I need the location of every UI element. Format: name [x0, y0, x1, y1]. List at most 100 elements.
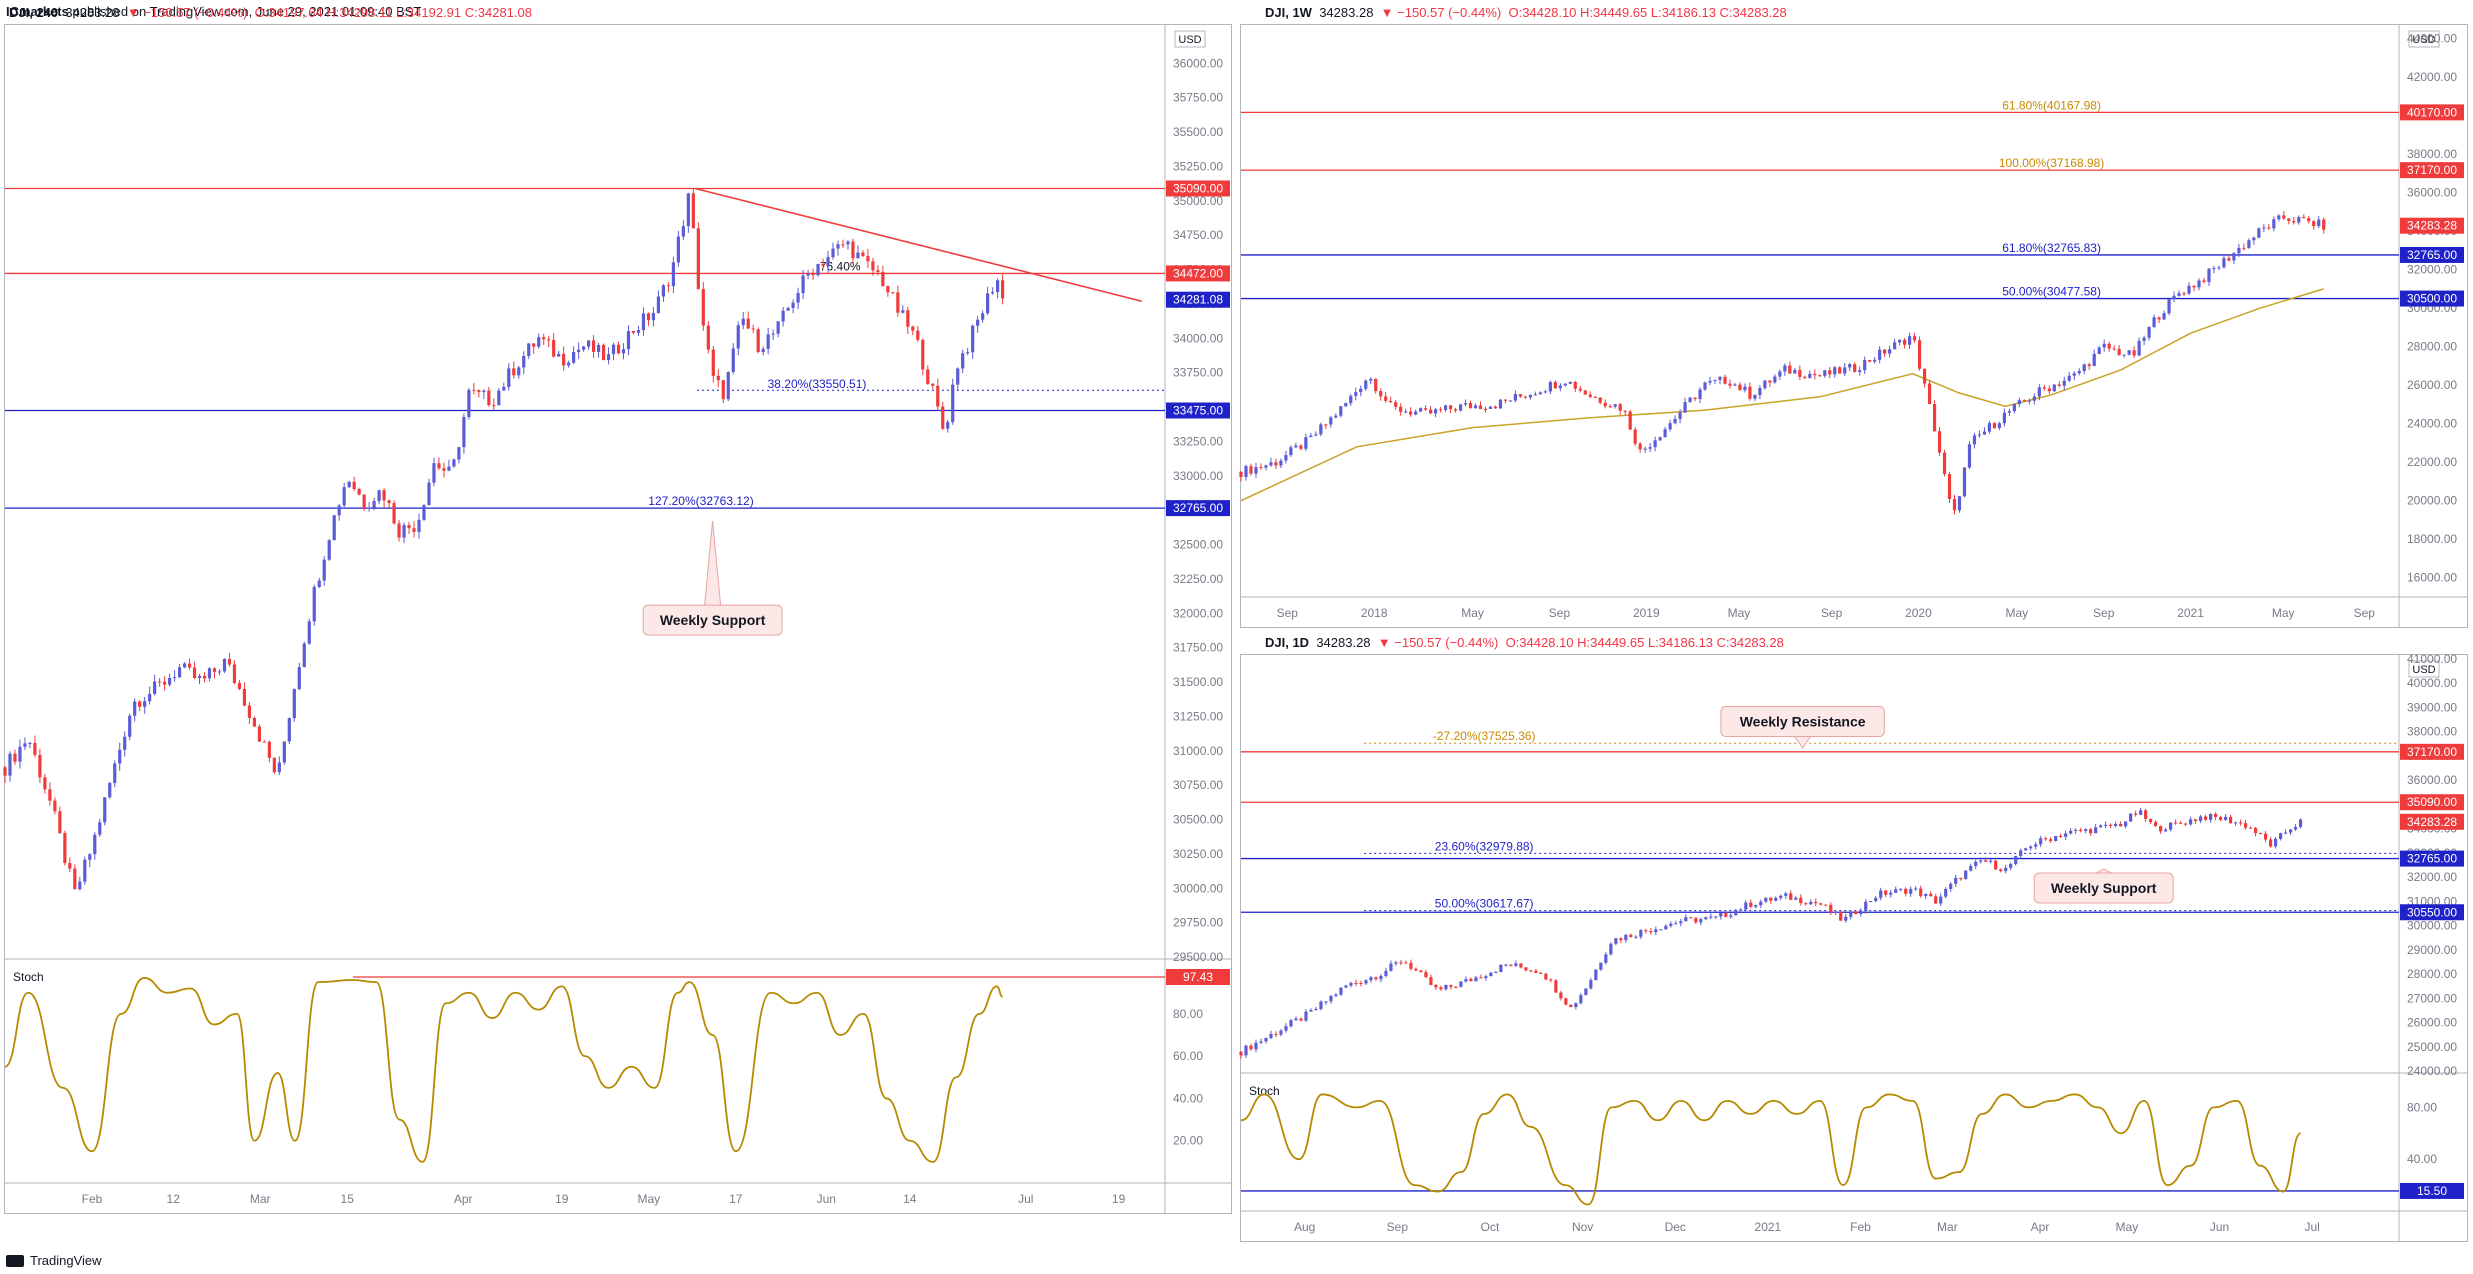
candle-body — [317, 580, 321, 588]
candle-body — [507, 368, 511, 387]
candle-body — [1644, 930, 1648, 932]
candle-body — [1424, 972, 1428, 978]
candle-body — [2278, 833, 2283, 839]
candle-body — [1654, 929, 1658, 933]
candle-body — [2039, 838, 2043, 845]
candle-body — [911, 326, 915, 331]
candle-body — [956, 368, 960, 385]
candle-body — [53, 800, 57, 812]
candle-body — [2049, 839, 2053, 841]
candle-body — [1818, 375, 1822, 377]
candle-body — [1354, 392, 1358, 396]
candle-body — [1374, 378, 1378, 392]
candle-body — [2012, 404, 2016, 412]
candle-body — [1269, 462, 1273, 466]
candle-body — [2129, 813, 2133, 822]
candle-body — [1838, 367, 1842, 374]
candle-body — [591, 340, 596, 352]
price-tick-label: 32250.00 — [1173, 572, 1223, 586]
candle-body — [1614, 938, 1618, 944]
candle-body — [1728, 383, 1732, 386]
candle-body — [2064, 833, 2068, 837]
chart-panel-weekly[interactable]: DJI, 1W 34283.28 ▼ −150.57 (−0.44%) O:34… — [1239, 5, 2468, 628]
candle-body — [2114, 823, 2118, 827]
candle-body — [1829, 904, 1833, 913]
candle-body — [222, 658, 227, 672]
candle-body — [113, 763, 117, 783]
candle-body — [861, 252, 865, 257]
candle-body — [2037, 387, 2041, 397]
candle-body — [2074, 829, 2078, 831]
price-change: ▼ −150.57 (−0.44%) — [1377, 635, 1499, 650]
candle-body — [1464, 979, 1468, 982]
chart-header: DJI, 1D 34283.28 ▼ −150.57 (−0.44%) O:34… — [1265, 635, 1784, 650]
candle-body — [1593, 396, 1597, 398]
candle-body — [1424, 408, 1428, 410]
candle-body — [2112, 348, 2116, 350]
candle-body — [696, 228, 700, 290]
time-tick-label: 2020 — [1905, 606, 1932, 620]
candle-body — [1639, 930, 1643, 937]
chart-panel-daily[interactable]: DJI, 1D 34283.28 ▼ −150.57 (−0.44%) O:34… — [1239, 635, 2468, 1242]
candle-body — [297, 667, 301, 690]
chart-panel-4h[interactable]: DJI, 240 34283.28 ▼ −150.57 (−0.44%) O:3… — [3, 5, 1232, 1214]
candle-body — [1369, 378, 1373, 381]
candle-body — [2092, 353, 2096, 367]
candle-body — [826, 257, 830, 266]
candle-body — [726, 371, 730, 400]
candle-body — [143, 701, 147, 707]
trend-line — [695, 187, 1142, 302]
candle-body — [1638, 443, 1642, 450]
candle-body — [2252, 237, 2256, 241]
candle-body — [2099, 825, 2103, 828]
publish-line: ICmarkets published on TradingView.com, … — [6, 4, 421, 19]
candle-body — [781, 310, 785, 322]
candle-body — [1399, 406, 1403, 413]
candle-body — [392, 503, 396, 524]
price-tick-label: 35250.00 — [1173, 159, 1223, 173]
candle-body — [936, 385, 940, 407]
symbol-label: DJI, 1D — [1265, 635, 1310, 650]
candle-body — [1714, 916, 1718, 918]
candle-body — [1389, 400, 1393, 403]
level-tag-label: 34283.28 — [2407, 815, 2457, 829]
fib-label: 76.40% — [820, 259, 861, 273]
candle-body — [552, 339, 556, 357]
candle-body — [1299, 445, 1303, 449]
level-tag — [1166, 402, 1230, 419]
candle-body — [1738, 384, 1742, 391]
candle-body — [2253, 827, 2258, 834]
time-tick-label: 19 — [1112, 1192, 1126, 1206]
candle-body — [2227, 258, 2231, 261]
candle-body — [292, 689, 296, 719]
last-price: 34283.28 — [1319, 5, 1374, 20]
candle-body — [1274, 462, 1278, 466]
price-tick-label: 30000.00 — [2407, 919, 2457, 933]
candle-body — [901, 310, 905, 313]
candle-body — [1344, 403, 1348, 407]
candle-body — [2187, 285, 2191, 294]
candle-body — [2192, 285, 2196, 288]
candle-body — [1878, 349, 1882, 360]
currency-box — [2408, 660, 2440, 678]
candle-body — [1468, 403, 1473, 409]
callout-box — [2033, 872, 2174, 904]
candle-body — [192, 667, 197, 678]
candle-body — [1564, 998, 1568, 1005]
candle-body — [1964, 870, 1968, 879]
candle-body — [1578, 388, 1582, 391]
candle-body — [1339, 406, 1343, 416]
price-tick-label: 24000.00 — [2407, 1064, 2457, 1078]
candle-body — [287, 718, 291, 742]
candle-body — [1399, 962, 1403, 964]
candle-body — [1778, 371, 1782, 377]
candle-body — [58, 811, 62, 834]
candle-body — [2204, 816, 2208, 820]
candle-body — [1739, 909, 1743, 911]
candle-body — [1689, 917, 1693, 919]
candle-body — [1579, 995, 1583, 1004]
candle-body — [18, 746, 22, 762]
candle-body — [1559, 992, 1563, 999]
candle-body — [2004, 867, 2008, 872]
candle-body — [2154, 822, 2158, 827]
